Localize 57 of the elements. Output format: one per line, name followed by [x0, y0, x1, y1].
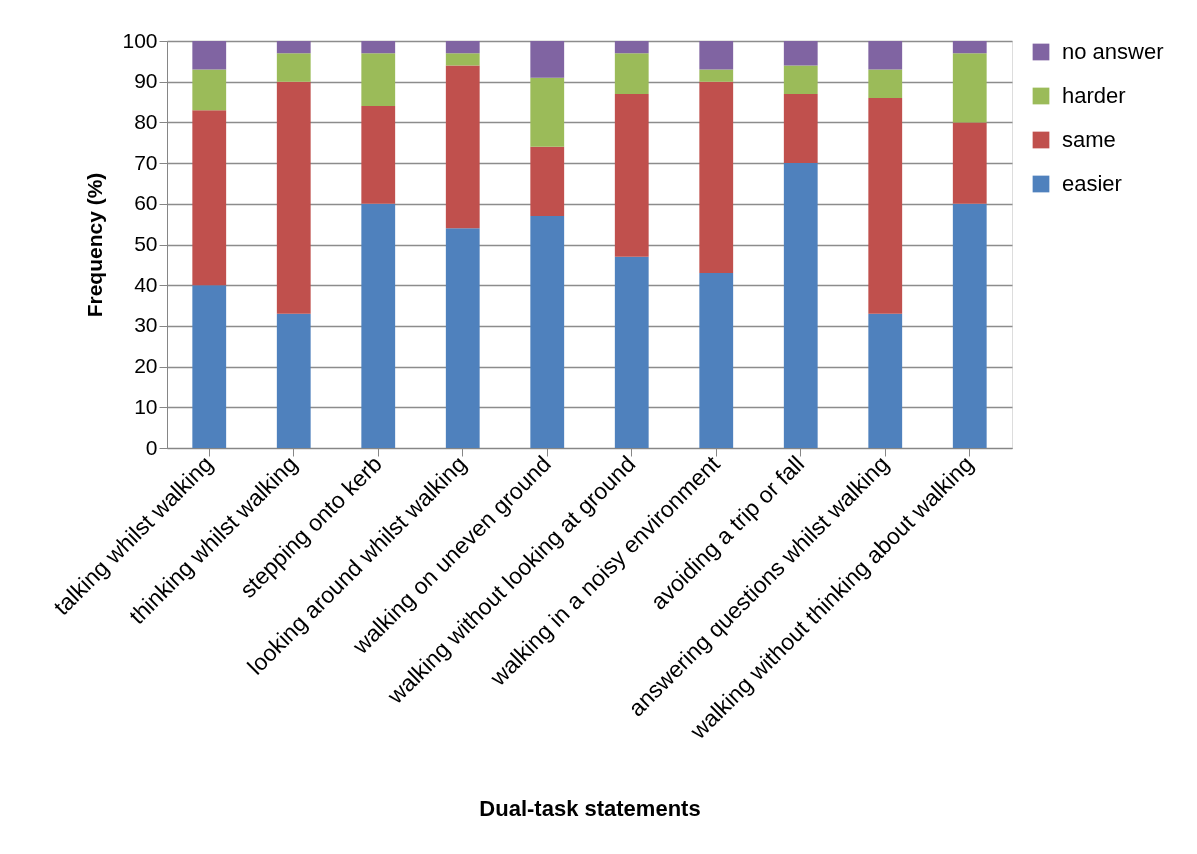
bar: [361, 203, 396, 448]
bar: [361, 41, 396, 54]
bar: [445, 53, 480, 66]
bar: [445, 65, 480, 229]
y-axis-title: Frequency (%): [83, 172, 107, 318]
y-tick-label: 50: [134, 232, 158, 255]
bar: [192, 110, 227, 286]
bar: [276, 81, 311, 314]
bar: [192, 285, 227, 448]
bar: [699, 81, 734, 273]
bar: [952, 122, 987, 204]
bar: [530, 77, 565, 147]
bar: [783, 65, 818, 94]
bar: [952, 41, 987, 54]
bar: [361, 106, 396, 204]
y-tick-label: 80: [134, 109, 158, 133]
legend-label: harder: [1062, 83, 1126, 108]
bar: [614, 53, 649, 94]
bar: [192, 69, 227, 111]
bar: [699, 69, 734, 82]
bar: [445, 228, 480, 448]
legend-label: easier: [1062, 171, 1122, 196]
bar: [868, 313, 903, 448]
bar: [530, 216, 565, 448]
bar: [192, 41, 227, 70]
bar: [530, 146, 565, 217]
bar: [699, 41, 734, 70]
bar: [361, 53, 396, 107]
bar: [868, 41, 903, 70]
y-tick-label: 100: [122, 28, 158, 52]
bar: [614, 256, 649, 448]
bar: [952, 53, 987, 123]
bar: [276, 53, 311, 82]
bar: [783, 93, 818, 164]
bar: [530, 41, 565, 78]
bar: [276, 313, 311, 448]
y-tick-label: 20: [134, 354, 158, 378]
y-tick-label: 60: [134, 191, 158, 215]
y-tick-label: 0: [145, 435, 158, 459]
legend-label: no answer: [1062, 39, 1164, 64]
bar: [868, 97, 903, 314]
x-axis-title: Dual-task statements: [479, 795, 701, 821]
bar: [614, 93, 649, 257]
legend-label: same: [1062, 127, 1116, 152]
bar: [952, 203, 987, 448]
bar: [783, 41, 818, 66]
y-tick-label: 70: [134, 150, 158, 174]
bar: [783, 163, 818, 448]
y-tick-label: 10: [134, 394, 158, 418]
bar: [614, 41, 649, 54]
bar: [868, 69, 903, 98]
y-tick-label: 40: [134, 272, 158, 296]
y-tick-label: 90: [134, 69, 158, 93]
bar: [445, 41, 480, 54]
bar: [276, 41, 311, 54]
y-tick-label: 30: [134, 313, 158, 337]
bar: [699, 272, 734, 448]
